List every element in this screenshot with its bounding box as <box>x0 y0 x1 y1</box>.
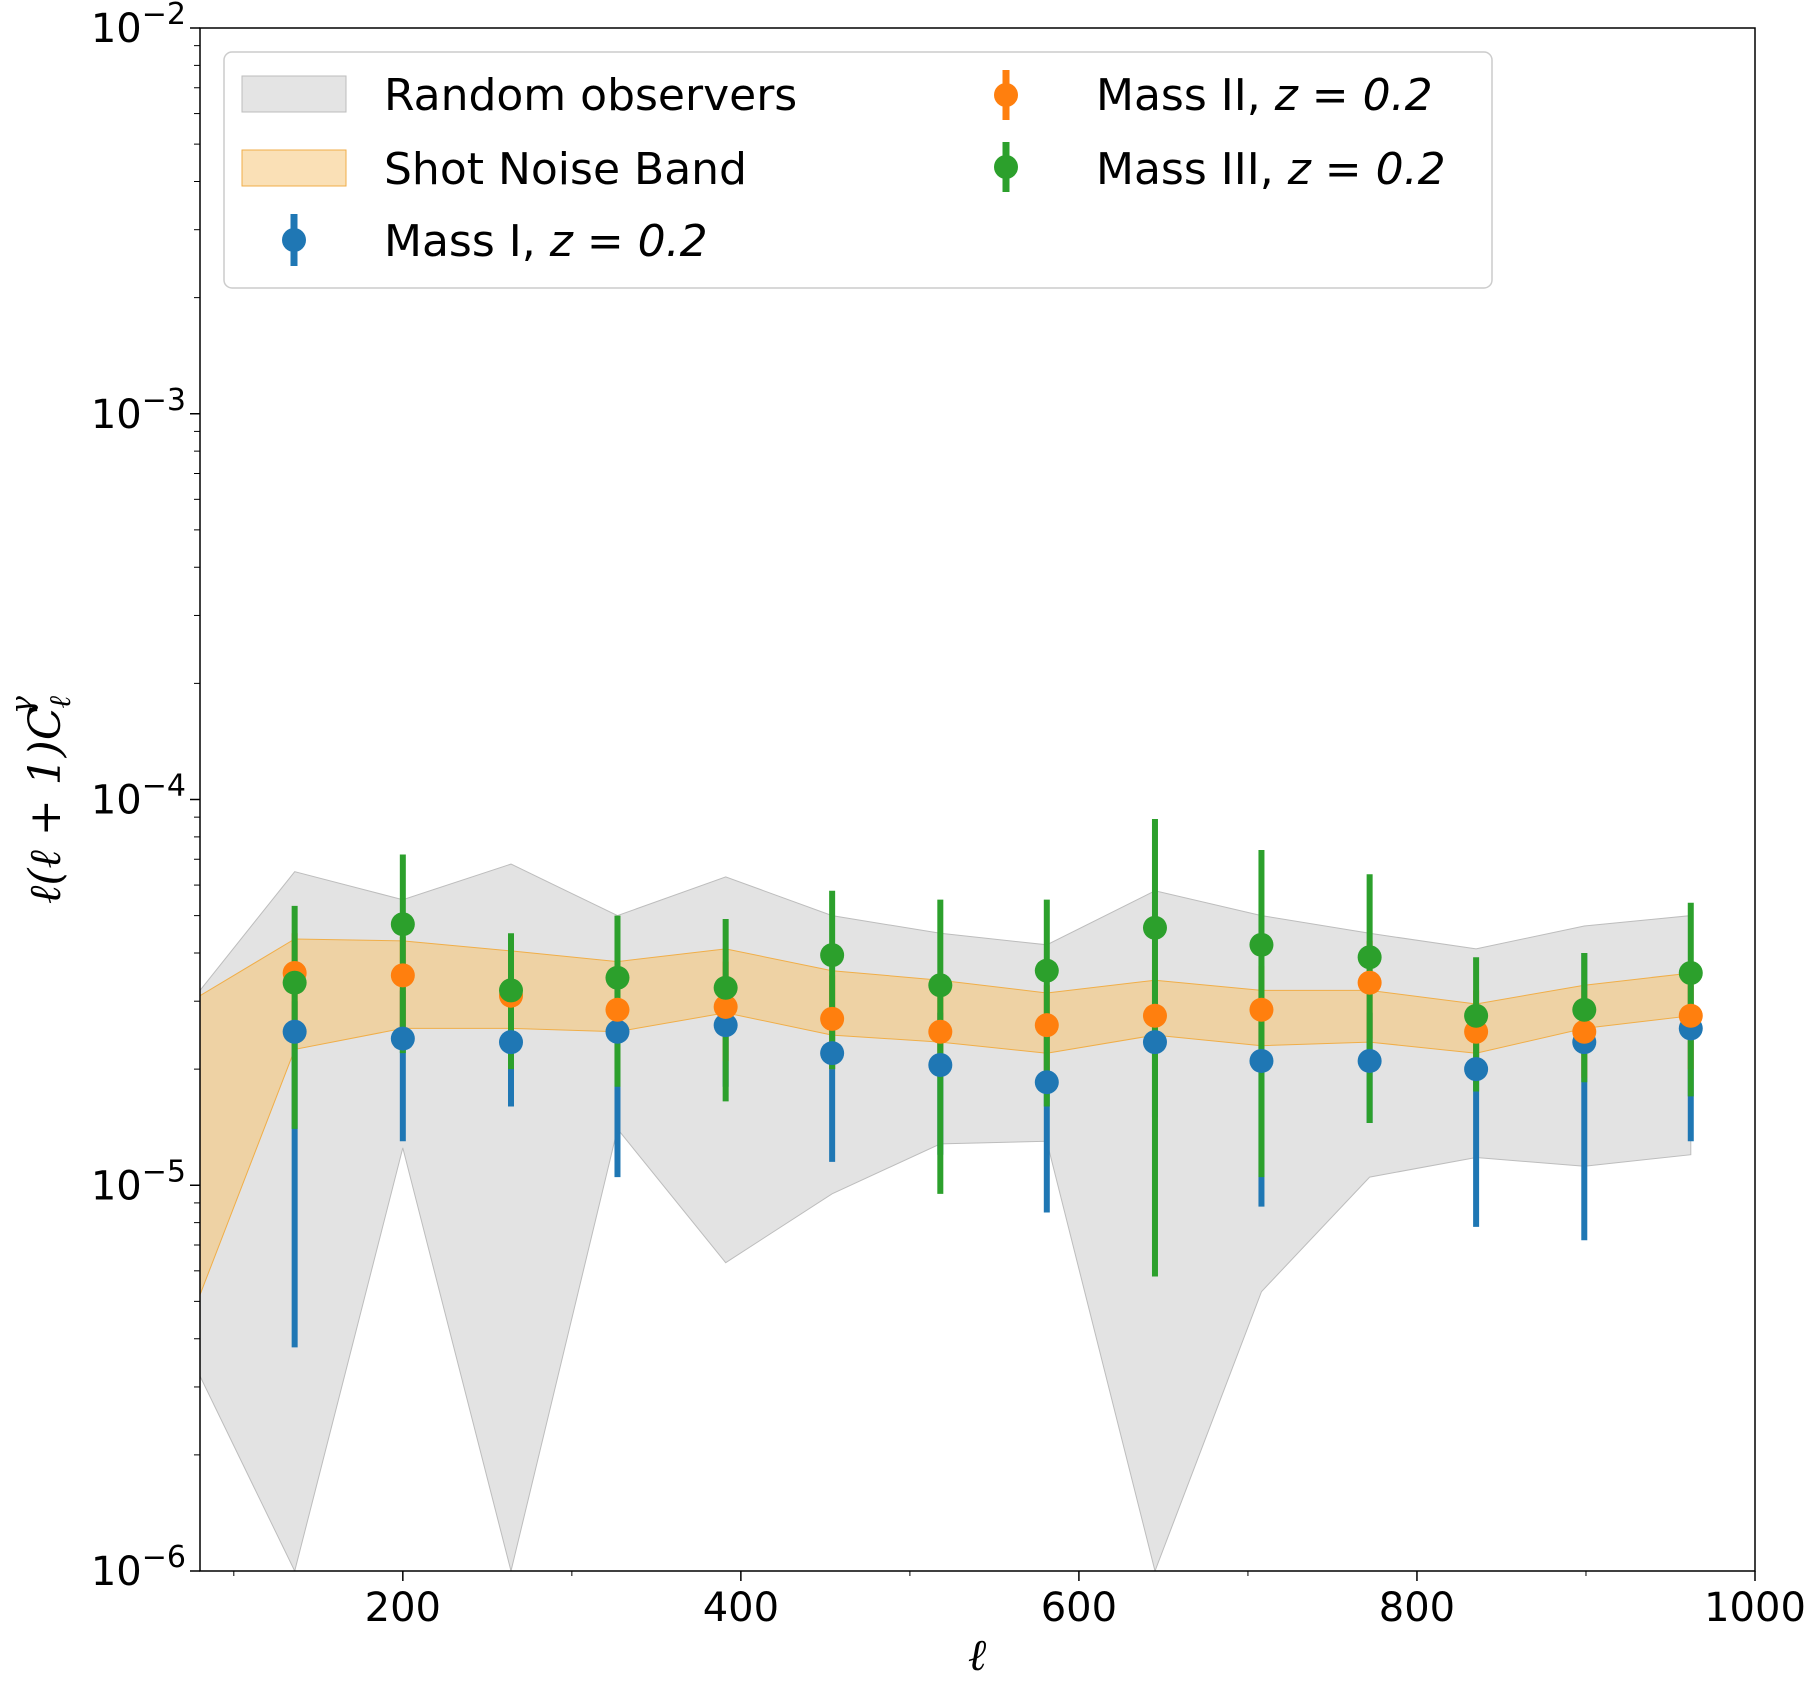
legend-label-mass3: Mass III, z = 0.2 <box>1096 144 1446 195</box>
point-mass3 <box>605 965 630 990</box>
y-axis: 10−6 10−5 10−4 10−3 10−2 <box>91 0 200 1595</box>
y-tick-label: 10−4 <box>91 769 186 824</box>
x-tick-label: 800 <box>1379 1585 1455 1631</box>
legend-marker-mass2 <box>994 83 1018 107</box>
point-mass1 <box>1464 1057 1489 1082</box>
point-mass2 <box>605 997 630 1022</box>
y-axis-label-sup: γ <box>5 696 40 714</box>
point-mass3 <box>820 943 845 968</box>
point-mass2 <box>1249 997 1274 1022</box>
point-mass1 <box>1249 1048 1274 1073</box>
point-mass1 <box>1034 1070 1059 1095</box>
y-axis-label-main: ℓ(ℓ + 1)C <box>20 707 71 904</box>
point-mass3 <box>928 973 953 998</box>
y-tick-label: 10−6 <box>91 1540 186 1595</box>
point-mass3 <box>1249 932 1274 957</box>
point-mass3 <box>1464 1003 1489 1028</box>
legend-marker-mass3 <box>994 155 1018 179</box>
legend: Random observers Shot Noise Band Mass I,… <box>223 51 1493 289</box>
point-mass1 <box>1357 1048 1382 1073</box>
x-tick-label: 600 <box>1041 1585 1117 1631</box>
point-mass2 <box>1678 1003 1703 1028</box>
point-mass2 <box>390 963 415 988</box>
x-tick-label: 400 <box>703 1585 779 1631</box>
x-axis: 200 400 600 800 1000 <box>233 1571 1806 1631</box>
legend-swatch-shot-noise <box>241 149 347 187</box>
point-mass1 <box>928 1052 953 1077</box>
x-tick-label: 1000 <box>1704 1585 1806 1631</box>
y-tick-label: 10−2 <box>91 0 186 52</box>
point-mass2 <box>713 994 738 1019</box>
point-mass3 <box>1572 997 1597 1022</box>
point-mass1 <box>499 1030 523 1055</box>
x-axis-label: ℓ <box>968 1630 987 1681</box>
legend-swatch-random <box>241 75 347 113</box>
y-tick-label: 10−3 <box>91 383 186 438</box>
legend-frame <box>223 51 1493 289</box>
point-mass1 <box>282 1019 307 1044</box>
x-tick-label: 200 <box>365 1585 441 1631</box>
legend-label-shot-noise: Shot Noise Band <box>384 144 747 195</box>
legend-label-mass1: Mass I, z = 0.2 <box>384 216 708 267</box>
y-axis-label-sub: ℓ <box>43 696 78 709</box>
point-mass1 <box>713 1013 738 1038</box>
point-mass3 <box>1678 960 1703 985</box>
y-tick-label: 10−5 <box>91 1154 186 1209</box>
points-layer <box>282 912 1703 1095</box>
y-axis-label: ℓ(ℓ + 1)Cℓγ <box>5 696 78 904</box>
legend-label-mass2: Mass II, z = 0.2 <box>1096 70 1433 121</box>
point-mass2 <box>1034 1013 1059 1038</box>
point-mass3 <box>1357 945 1382 970</box>
point-mass3 <box>1034 958 1059 983</box>
point-mass3 <box>282 970 307 995</box>
point-mass3 <box>499 978 523 1003</box>
point-mass1 <box>820 1041 845 1066</box>
point-mass3 <box>390 912 415 937</box>
point-mass3 <box>713 975 738 1000</box>
point-mass2 <box>1572 1019 1597 1044</box>
legend-marker-mass1 <box>282 228 306 252</box>
point-mass1 <box>605 1019 630 1044</box>
point-mass2 <box>820 1006 845 1031</box>
point-mass1 <box>1142 1030 1167 1055</box>
legend-label-random: Random observers <box>384 70 797 121</box>
point-mass2 <box>928 1019 953 1044</box>
point-mass1 <box>390 1026 415 1051</box>
point-mass2 <box>1357 970 1382 995</box>
point-mass3 <box>1142 915 1167 940</box>
point-mass2 <box>1142 1003 1167 1028</box>
